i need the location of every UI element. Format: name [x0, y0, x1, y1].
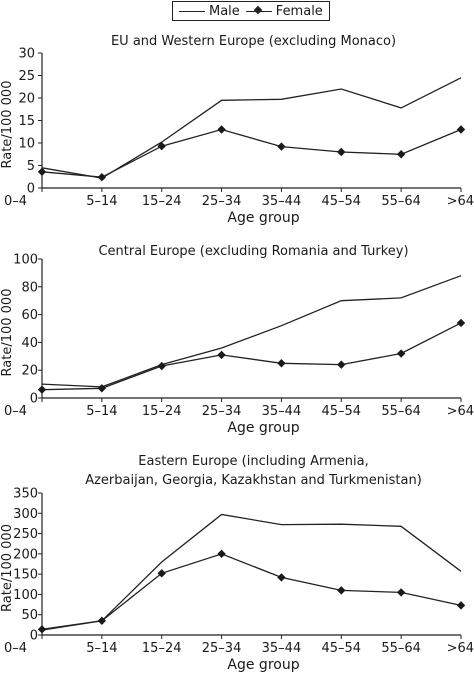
panel2-female-point	[37, 385, 47, 394]
panel1-y-tick-label: 5	[27, 159, 35, 174]
panel2-female-point	[277, 359, 286, 368]
panel1-y-tick-label: 25	[18, 69, 35, 84]
panel2-x-tick-label: >64	[447, 404, 474, 419]
legend-label-male: Male	[209, 3, 240, 19]
panel3-female-point	[97, 616, 107, 625]
panel1-female-point	[337, 147, 346, 157]
panel3-x-tick-label: 45–54	[321, 641, 361, 656]
panel3-y-tick-label: 250	[13, 527, 38, 542]
panel1-female-point	[97, 173, 107, 182]
panel3-chart-title: Azerbaijan, Georgia, Kazakhstan and Turk…	[85, 473, 422, 488]
panel3-y-tick-label: 350	[13, 487, 38, 502]
panel1-chart-title: EU and Western Europe (excluding Monaco)	[111, 34, 396, 49]
panel2-female-point	[396, 349, 406, 358]
panel3-x-axis-label: Age group	[227, 657, 299, 673]
panel1-x-tick-label: 55–64	[381, 194, 421, 209]
legend: Male Female	[172, 1, 330, 21]
panel3-y-tick-label: 0	[30, 629, 38, 644]
panel2-x-tick-label: 25–34	[202, 404, 242, 419]
panel2-x-tick-label: 55–64	[381, 404, 421, 419]
legend-label-female: Female	[275, 3, 323, 19]
panel1-female-point	[217, 125, 226, 134]
panel3-x-tick-label: >64	[447, 641, 474, 656]
panel2-y-tick-label: 100	[13, 253, 38, 268]
panel3-female-point	[37, 625, 47, 634]
panel1-female-point	[37, 167, 47, 176]
panel1-female-point	[277, 142, 286, 151]
panel3-chart-title: Eastern Europe (including Armenia,	[138, 454, 368, 469]
panel3-series-line-male	[41, 513, 462, 631]
panel1-y-tick-label: 10	[18, 137, 35, 152]
panel2-female-point	[97, 384, 107, 393]
panel3-x-tick-label: 5–14	[86, 641, 117, 656]
panel1-series-line-male	[41, 77, 462, 179]
panel1-y-tick-label: 0	[27, 182, 35, 197]
panel2-y-axis-label: Rate/100 000	[0, 289, 15, 377]
panel2-y-tick-label: 0	[30, 392, 38, 407]
panel3-female-point	[277, 573, 286, 582]
panel1-x-tick-label: 15–24	[142, 194, 182, 209]
panel1-x-tick-label: 0–4	[4, 194, 27, 209]
panel2-x-tick-label: 15–24	[142, 404, 182, 419]
panel1-x-axis-label: Age group	[227, 210, 299, 226]
panel1-series-line-female	[41, 128, 462, 178]
panel3-female-point	[157, 569, 166, 578]
panel2-female-point	[157, 361, 166, 371]
panel2-x-tick-label: 35–44	[262, 404, 302, 419]
panel3-female-point	[337, 586, 346, 595]
legend-line-male-icon	[179, 6, 205, 16]
panel2-series-line-male	[41, 275, 462, 388]
panel3-female-point	[396, 588, 406, 597]
panel2-x-tick-label: 0–4	[4, 404, 27, 419]
panel3-x-tick-label: 55–64	[381, 641, 421, 656]
panel3-y-axis-label: Rate/100 000	[0, 524, 15, 612]
panel1-female-point	[396, 150, 406, 159]
panel1-y-tick-label: 20	[18, 92, 35, 107]
panel1-female-point	[157, 141, 166, 151]
panel3-y-tick-label: 100	[13, 588, 38, 603]
panel2-y-tick-label: 60	[21, 308, 38, 323]
panel3-female-point	[456, 601, 466, 610]
panel2-x-tick-label: 45–54	[321, 404, 361, 419]
panel3-x-tick-label: 25–34	[202, 641, 242, 656]
panel3-y-tick-label: 150	[13, 568, 38, 583]
panel3-female-point	[217, 549, 226, 559]
panel1-y-tick-label: 15	[18, 114, 35, 129]
panel3-x-tick-label: 15–24	[142, 641, 182, 656]
panel1-x-tick-label: 45–54	[321, 194, 361, 209]
panel1-y-tick-label: 30	[18, 47, 35, 62]
panel2-female-point	[456, 318, 466, 328]
panel2-x-tick-label: 5–14	[86, 404, 117, 419]
panel3-x-tick-label: 35–44	[262, 641, 302, 656]
panel2-y-tick-label: 80	[21, 280, 38, 295]
panel2-y-tick-label: 40	[21, 336, 38, 351]
panel3-y-tick-label: 200	[13, 547, 38, 562]
panel1-x-tick-label: 25–34	[202, 194, 242, 209]
panel1-y-axis-label: Rate/100 000	[0, 81, 15, 169]
panel3-x-tick-label: 0–4	[4, 641, 27, 656]
panel1-x-tick-label: 5–14	[86, 194, 117, 209]
panel1-x-tick-label: >64	[447, 194, 474, 209]
panel2-female-point	[217, 350, 226, 360]
panel3-y-tick-label: 50	[21, 608, 38, 623]
legend-item-female: Female	[240, 4, 323, 19]
panel1-x-tick-label: 35–44	[262, 194, 302, 209]
panel2-x-axis-label: Age group	[227, 420, 299, 436]
panel2-chart-title: Central Europe (excluding Romania and Tu…	[98, 244, 408, 259]
panel2-y-tick-label: 20	[21, 364, 38, 379]
panel1-female-point	[456, 125, 466, 134]
panel2-series-line-female	[41, 322, 462, 391]
legend-item-male: Male	[173, 4, 240, 19]
panel2-female-point	[337, 360, 346, 369]
panel3-series-line-female	[41, 553, 462, 630]
legend-line-female-diamond-icon	[245, 6, 272, 16]
panel3-y-tick-label: 300	[13, 507, 38, 522]
